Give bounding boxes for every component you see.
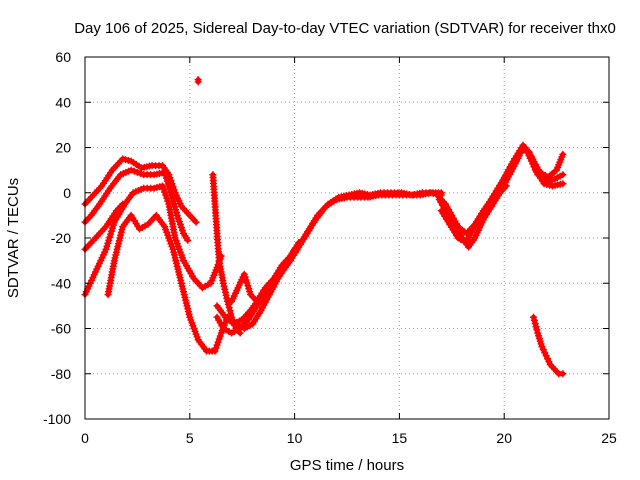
data-point	[559, 150, 567, 158]
series-line	[484, 183, 509, 209]
data-point	[225, 304, 233, 312]
series-line	[214, 190, 444, 327]
y-axis-label: SDTVAR / TECUs	[5, 178, 22, 298]
y-tick-label: -100	[43, 411, 71, 427]
y-tick-label: 60	[55, 49, 71, 65]
data-point	[226, 307, 234, 315]
y-tick-label: -20	[51, 230, 71, 246]
data-point	[532, 323, 540, 331]
series-track-a	[81, 155, 200, 226]
data-point	[224, 297, 232, 305]
x-tick-label: 5	[186, 430, 194, 446]
y-tick-label: 40	[55, 94, 71, 110]
x-tick-label: 0	[81, 430, 89, 446]
series-track-l	[483, 182, 510, 210]
y-tick-label: -60	[51, 321, 71, 337]
data-point	[502, 182, 510, 190]
data-point	[224, 301, 232, 309]
data-point	[137, 170, 145, 178]
data-point	[119, 200, 127, 208]
y-tick-label: 20	[55, 140, 71, 156]
x-tick-label: 20	[496, 430, 512, 446]
series-track-b	[81, 166, 192, 244]
data-point	[533, 326, 541, 334]
series-track-h	[228, 239, 303, 305]
y-tick-label: -80	[51, 366, 71, 382]
data-point	[437, 189, 445, 197]
x-tick-label: 25	[601, 430, 617, 446]
x-tick-label: 10	[287, 430, 303, 446]
axis-ticks: 0 5 10 15 20 25 -100 -80 -60 -40 -20 0 20 40 60	[43, 49, 617, 446]
data-point	[559, 171, 567, 179]
data-point	[133, 168, 141, 176]
series-track-g	[213, 189, 445, 328]
data-point	[236, 329, 244, 337]
data-point	[194, 76, 202, 84]
data-point	[227, 310, 235, 318]
x-axis-label: GPS time / hours	[290, 457, 404, 474]
data-point	[192, 218, 200, 226]
y-tick-label: -40	[51, 275, 71, 291]
series-outlier	[194, 76, 202, 86]
data-point	[295, 239, 303, 247]
plot-frame	[84, 56, 610, 420]
series-track-c	[81, 182, 225, 299]
data-point	[530, 316, 538, 324]
y-tick-label: 0	[63, 185, 71, 201]
data-point	[559, 370, 567, 378]
data-point	[530, 313, 538, 321]
series-spike-a	[209, 171, 244, 337]
series-track-k	[437, 141, 567, 247]
chart-title: Day 106 of 2025, Sidereal Day-to-day VTE…	[74, 20, 616, 37]
series-spike-b	[530, 313, 567, 378]
data-point	[127, 166, 135, 174]
data-point	[531, 320, 539, 328]
data-point	[130, 167, 138, 175]
x-tick-label: 15	[392, 430, 408, 446]
data-point	[559, 180, 567, 188]
data-layer	[81, 76, 567, 378]
grid-lines	[85, 57, 609, 419]
series-line	[438, 142, 566, 246]
data-point	[184, 236, 192, 244]
